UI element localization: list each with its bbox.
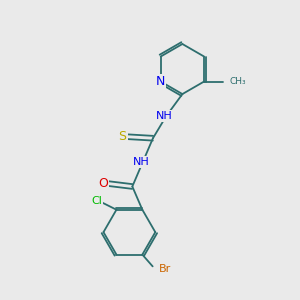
Text: NH: NH bbox=[133, 158, 149, 167]
Text: N: N bbox=[155, 75, 165, 88]
Text: O: O bbox=[98, 177, 108, 190]
Text: Br: Br bbox=[158, 264, 171, 274]
Text: CH₃: CH₃ bbox=[230, 77, 246, 86]
Text: S: S bbox=[118, 130, 127, 143]
Text: Cl: Cl bbox=[91, 196, 102, 206]
Text: NH: NH bbox=[156, 111, 173, 121]
